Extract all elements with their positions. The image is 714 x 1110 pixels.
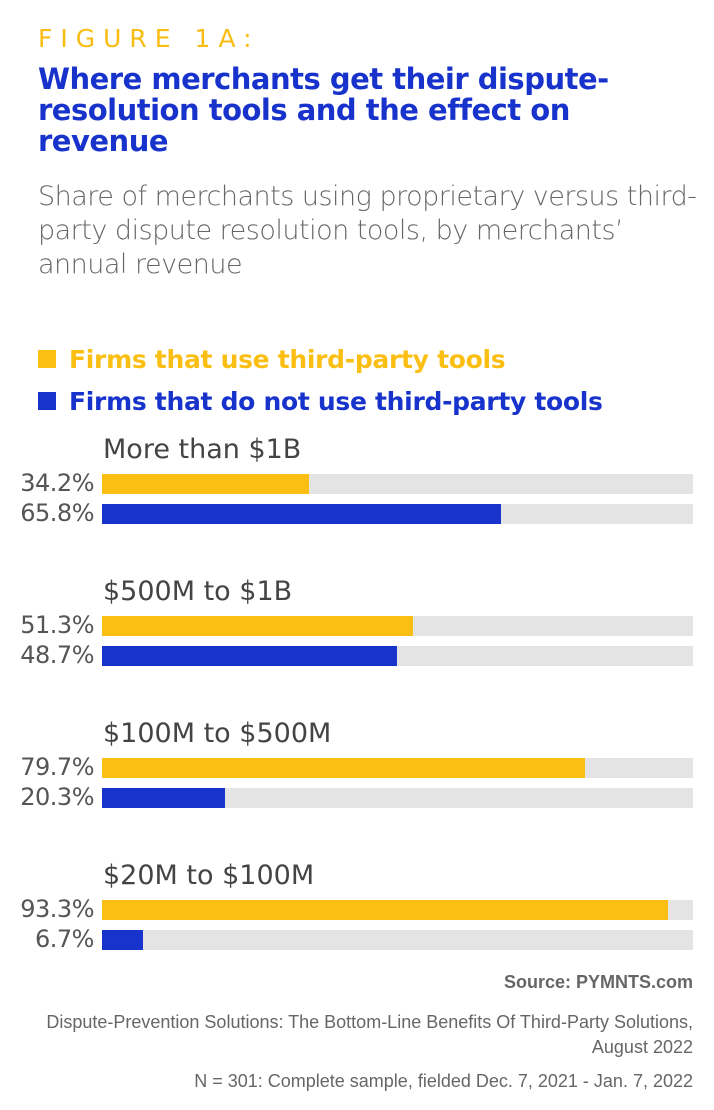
value-label: 48.7% (20, 641, 94, 669)
bar-row: 65.8% (0, 499, 714, 527)
legend-swatch-not-third-party (38, 392, 56, 410)
bar-track (102, 474, 693, 494)
value-label: 51.3% (20, 611, 94, 639)
bar-track (102, 930, 693, 950)
value-label: 79.7% (20, 753, 94, 781)
bar-track (102, 758, 693, 778)
bar (102, 788, 226, 808)
bar-row: 20.3% (0, 783, 714, 811)
legend: Firms that use third-party tools Firms t… (38, 338, 603, 422)
sample-note: N = 301: Complete sample, fielded Dec. 7… (194, 1071, 693, 1091)
bar-track (102, 788, 693, 808)
value-label: 93.3% (20, 895, 94, 923)
legend-label: Firms that use third-party tools (69, 344, 506, 374)
category-label: $100M to $500M (103, 718, 332, 749)
value-label: 65.8% (20, 499, 94, 527)
figure-label: FIGURE 1A: (38, 24, 260, 53)
bar-track (102, 616, 693, 636)
bar-row: 6.7% (0, 925, 714, 953)
bar (102, 504, 501, 524)
bar-row: 48.7% (0, 641, 714, 669)
value-label: 34.2% (20, 469, 94, 497)
bar (102, 930, 143, 950)
value-label: 6.7% (35, 925, 94, 953)
bar-track (102, 646, 693, 666)
legend-item-third-party: Firms that use third-party tools (38, 338, 603, 380)
bar-track (102, 900, 693, 920)
category-label: $500M to $1B (103, 576, 293, 607)
bar-track (102, 504, 693, 524)
legend-swatch-third-party (38, 350, 56, 368)
bar-row: 34.2% (0, 469, 714, 497)
bar (102, 758, 586, 778)
report-note: Dispute-Prevention Solutions: The Bottom… (46, 1012, 693, 1057)
category-label: More than $1B (103, 434, 302, 465)
bar (102, 900, 668, 920)
bar (102, 474, 310, 494)
bar-row: 93.3% (0, 895, 714, 923)
bar-row: 51.3% (0, 611, 714, 639)
source: Source: PYMNTS.com (503, 972, 693, 992)
bar (102, 646, 398, 666)
chart-title: Where merchants get their dispute-resolu… (38, 62, 609, 158)
legend-item-not-third-party: Firms that do not use third-party tools (38, 380, 603, 422)
legend-label: Firms that do not use third-party tools (69, 386, 603, 416)
bar (102, 616, 413, 636)
chart-subtitle: Share of merchants using proprietary ver… (38, 181, 697, 280)
value-label: 20.3% (20, 783, 94, 811)
category-label: $20M to $100M (103, 860, 315, 891)
bar-row: 79.7% (0, 753, 714, 781)
